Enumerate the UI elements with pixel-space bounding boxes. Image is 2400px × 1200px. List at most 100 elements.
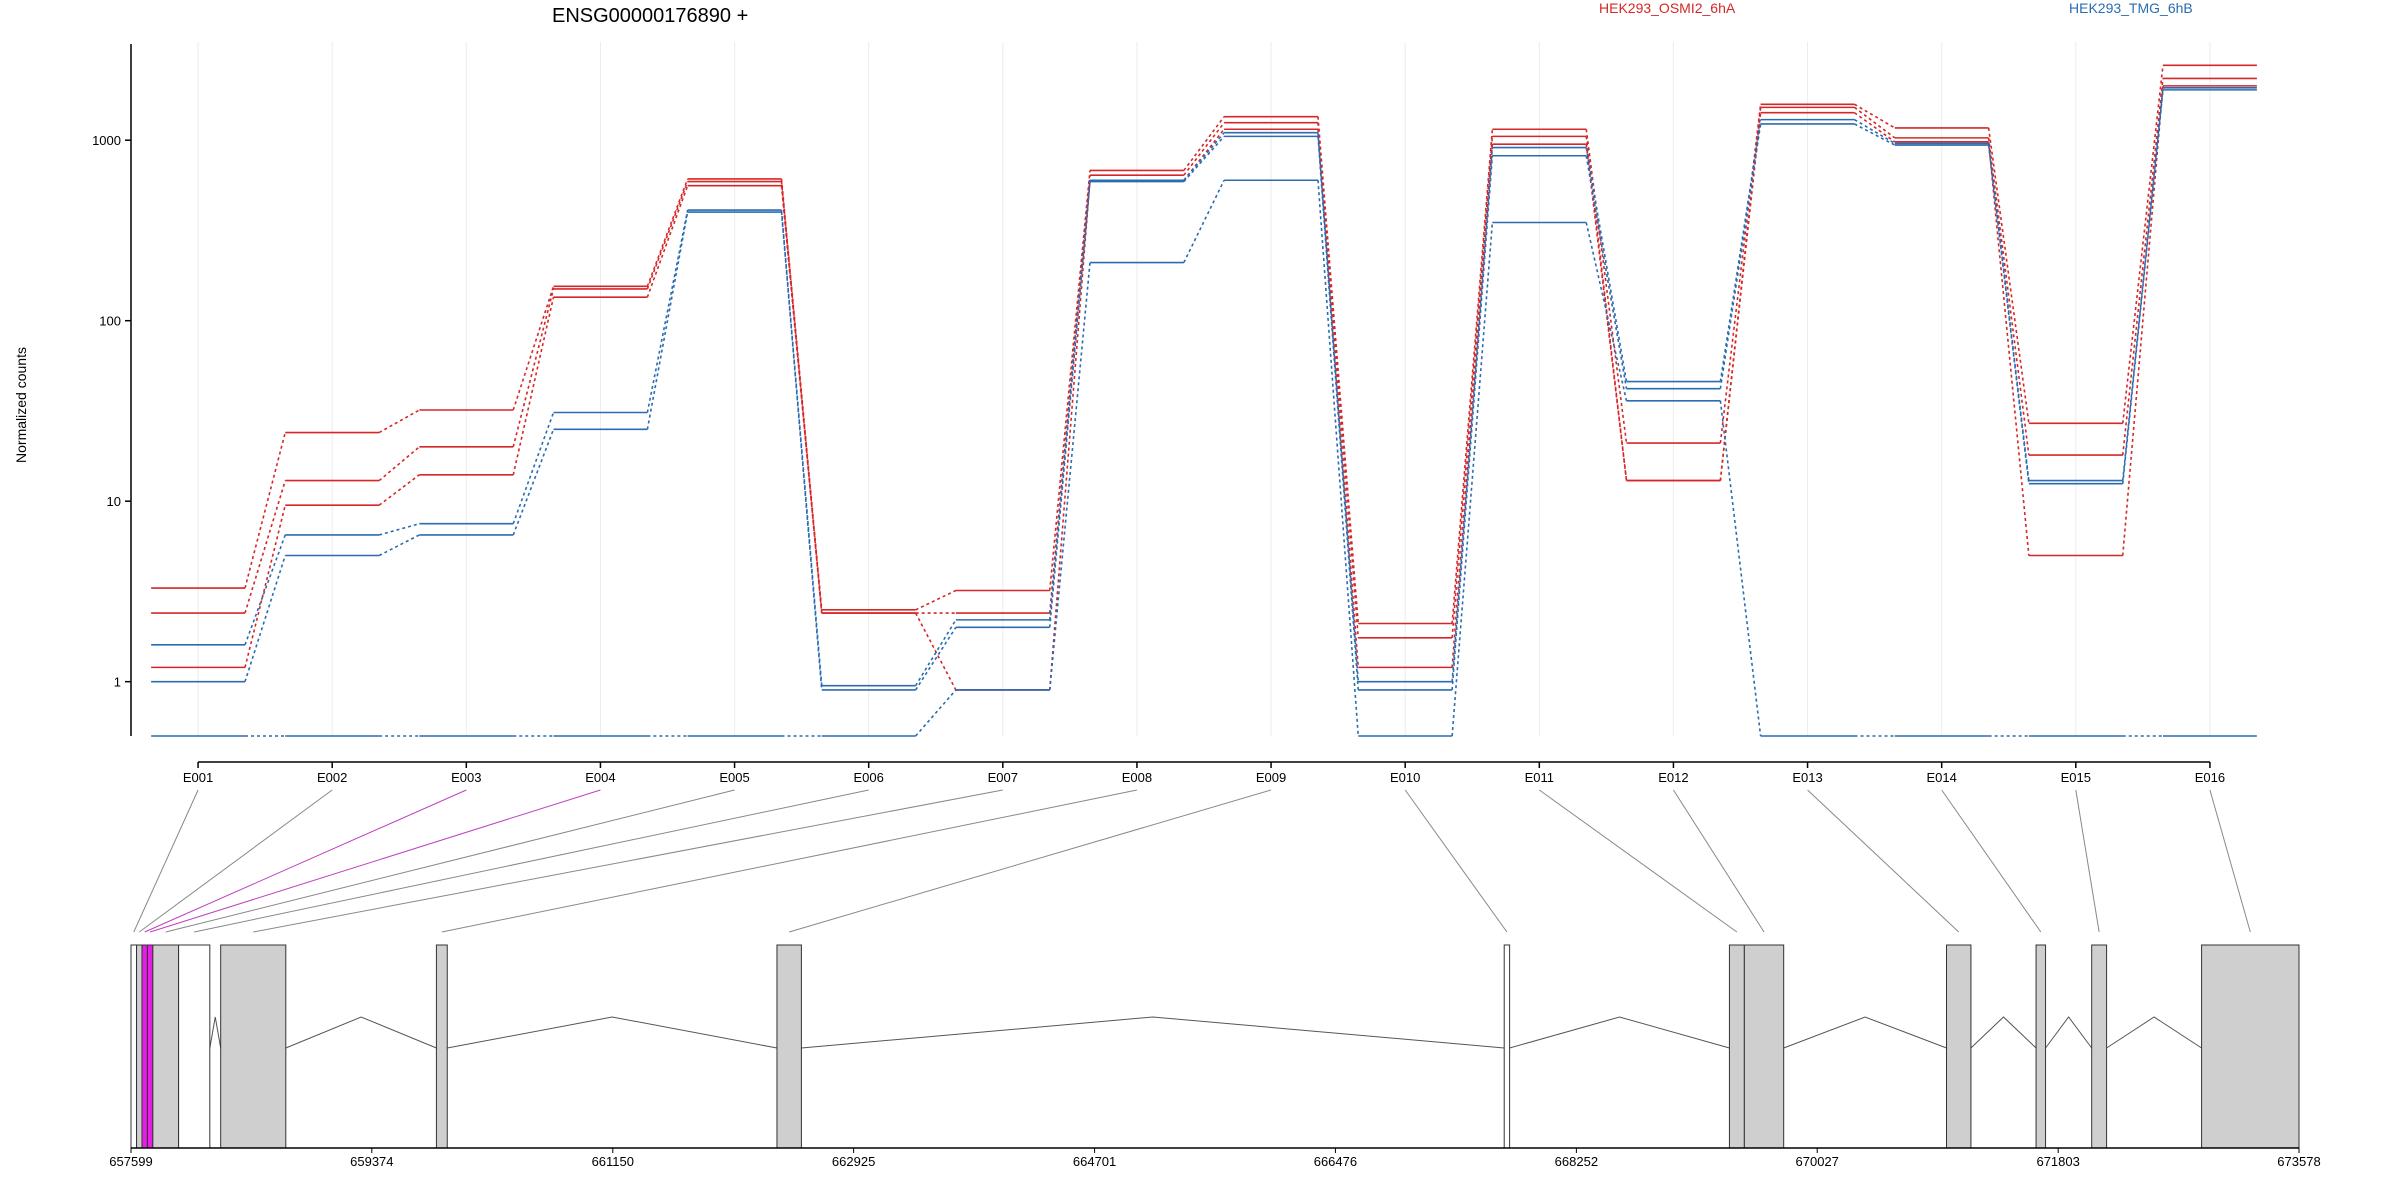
exon-box-e002 <box>136 944 143 1149</box>
series-5-connector-2 <box>378 534 420 557</box>
y-tick-label-10: 10 <box>107 494 121 509</box>
intron-15 <box>2106 1016 2202 1049</box>
x-tick-label-e012: E012 <box>1658 770 1688 785</box>
exon-box-e012 <box>1743 944 1785 1149</box>
exon-box-e008 <box>435 944 448 1149</box>
x-tick-label-e011: E011 <box>1525 770 1554 785</box>
y-axis-label: Normalized counts <box>13 347 29 463</box>
intron-6 <box>209 1016 222 1049</box>
connector-e009 <box>789 789 1272 933</box>
series-4-connector-8 <box>1183 132 1225 181</box>
genomic-tick-label-673578: 673578 <box>2277 1154 2320 1169</box>
exon-box-e004 <box>146 944 154 1149</box>
exon-box-e003 <box>141 944 148 1149</box>
series-1-connector-4 <box>646 178 689 287</box>
series-3-connector-15 <box>2121 85 2164 556</box>
x-tick-label-e001: E001 <box>183 770 213 785</box>
series-4-connector-11 <box>1585 147 1628 382</box>
x-tick-label-e003: E003 <box>451 770 481 785</box>
series-4-connector-12 <box>1719 119 1762 382</box>
series-4-connector-3 <box>512 412 555 524</box>
x-tick-label-e009: E009 <box>1256 770 1286 785</box>
connector-e006 <box>194 789 869 933</box>
series-2 <box>151 77 2257 639</box>
series-1-connector-13 <box>1854 103 1896 129</box>
intron-10 <box>1509 1016 1730 1049</box>
series-5-connector-1 <box>244 555 287 682</box>
series-3-connector-14 <box>1987 141 2030 556</box>
genomic-tick-label-671803: 671803 <box>2036 1154 2079 1169</box>
series-5-connector-7 <box>1048 181 1091 628</box>
series-5-connector-10 <box>1451 155 1494 690</box>
series-1-connector-14 <box>1987 127 2030 424</box>
series-5-connector-13 <box>1854 123 1896 146</box>
chart-title: ENSG00000176890 + <box>552 5 748 27</box>
series-6-connector-7 <box>1048 262 1091 691</box>
series-3-connector-3 <box>512 296 555 475</box>
exon-box-e007 <box>220 944 287 1149</box>
x-tick-label-e013: E013 <box>1792 770 1822 785</box>
series-5-connector-9 <box>1317 136 1360 690</box>
series-6-connector-8 <box>1183 179 1225 263</box>
y-tick-label-100: 100 <box>99 314 121 329</box>
series-4 <box>151 87 2257 687</box>
series-3-connector-13 <box>1854 112 1896 143</box>
connector-e011 <box>1539 789 1738 933</box>
series-1-connector-1 <box>244 432 287 589</box>
x-tick-label-e006: E006 <box>854 770 884 785</box>
x-tick-label-e008: E008 <box>1122 770 1152 785</box>
series-5-connector-5 <box>780 211 823 690</box>
series-4-connector-13 <box>1854 118 1896 145</box>
exon-box-e013 <box>1946 944 1972 1149</box>
gene-model: 657599 659374 661150 662925 664701 666476 6682… <box>109 944 2321 1169</box>
exon-box-e009 <box>776 944 802 1149</box>
series-3-connector-8 <box>1183 128 1225 181</box>
connector-e005 <box>165 789 735 933</box>
series-5 <box>151 89 2257 691</box>
x-tick-label-e015: E015 <box>2061 770 2091 785</box>
exon-box-e001 <box>130 944 138 1149</box>
exon-box-e016 <box>2201 944 2300 1149</box>
series-6 <box>151 179 2257 737</box>
exon-box-e014 <box>2035 944 2047 1149</box>
series-4-connector-4 <box>646 209 689 413</box>
series-4-connector-6 <box>914 619 957 687</box>
series-1-connector-8 <box>1183 116 1225 171</box>
series-3-connector-4 <box>646 185 689 298</box>
exon-box-e006 <box>178 944 211 1149</box>
series-5-connector-3 <box>512 429 555 536</box>
series-3-connector-2 <box>378 474 420 506</box>
x-tick-label-e004: E004 <box>585 770 615 785</box>
gridlines <box>197 42 2211 736</box>
genomic-tick-label-668252: 668252 <box>1555 1154 1598 1169</box>
y-tick-label-1000: 1000 <box>92 133 121 148</box>
intron-8 <box>447 1016 778 1049</box>
series-4-connector-5 <box>780 210 823 686</box>
genomic-tick-label-666476: 666476 <box>1314 1154 1357 1169</box>
series-3-connector-7 <box>1048 180 1091 690</box>
series-6-connector-9 <box>1317 180 1360 737</box>
connector-e015 <box>2075 789 2100 933</box>
series-5-connector-14 <box>1987 144 2030 484</box>
series-2-connector-11 <box>1585 136 1628 481</box>
series-2-connector-14 <box>1987 137 2030 456</box>
series-1-connector-7 <box>1048 170 1091 591</box>
series-2-connector-4 <box>646 181 689 290</box>
series-1-connector-6 <box>915 589 957 611</box>
series-5-connector-4 <box>646 211 689 430</box>
intron-12 <box>1783 1016 1947 1049</box>
connector-e007 <box>253 789 1003 933</box>
genomic-tick-label-662925: 662925 <box>832 1154 875 1169</box>
connector-e014 <box>1941 789 2042 933</box>
series-3-connector-12 <box>1719 112 1762 481</box>
legend-label-osmi2: HEK293_OSMI2_6hA <box>1599 0 1736 16</box>
connector-e003 <box>144 789 467 933</box>
connector-e013 <box>1807 789 1960 933</box>
series-3 <box>151 85 2257 691</box>
connector-e012 <box>1673 789 1765 933</box>
genomic-tick-label-659374: 659374 <box>350 1154 393 1169</box>
series-2-connector-3 <box>512 288 555 448</box>
intron-14 <box>2045 1016 2093 1049</box>
series-2-connector-1 <box>244 480 287 614</box>
series-4-connector-1 <box>244 534 286 646</box>
